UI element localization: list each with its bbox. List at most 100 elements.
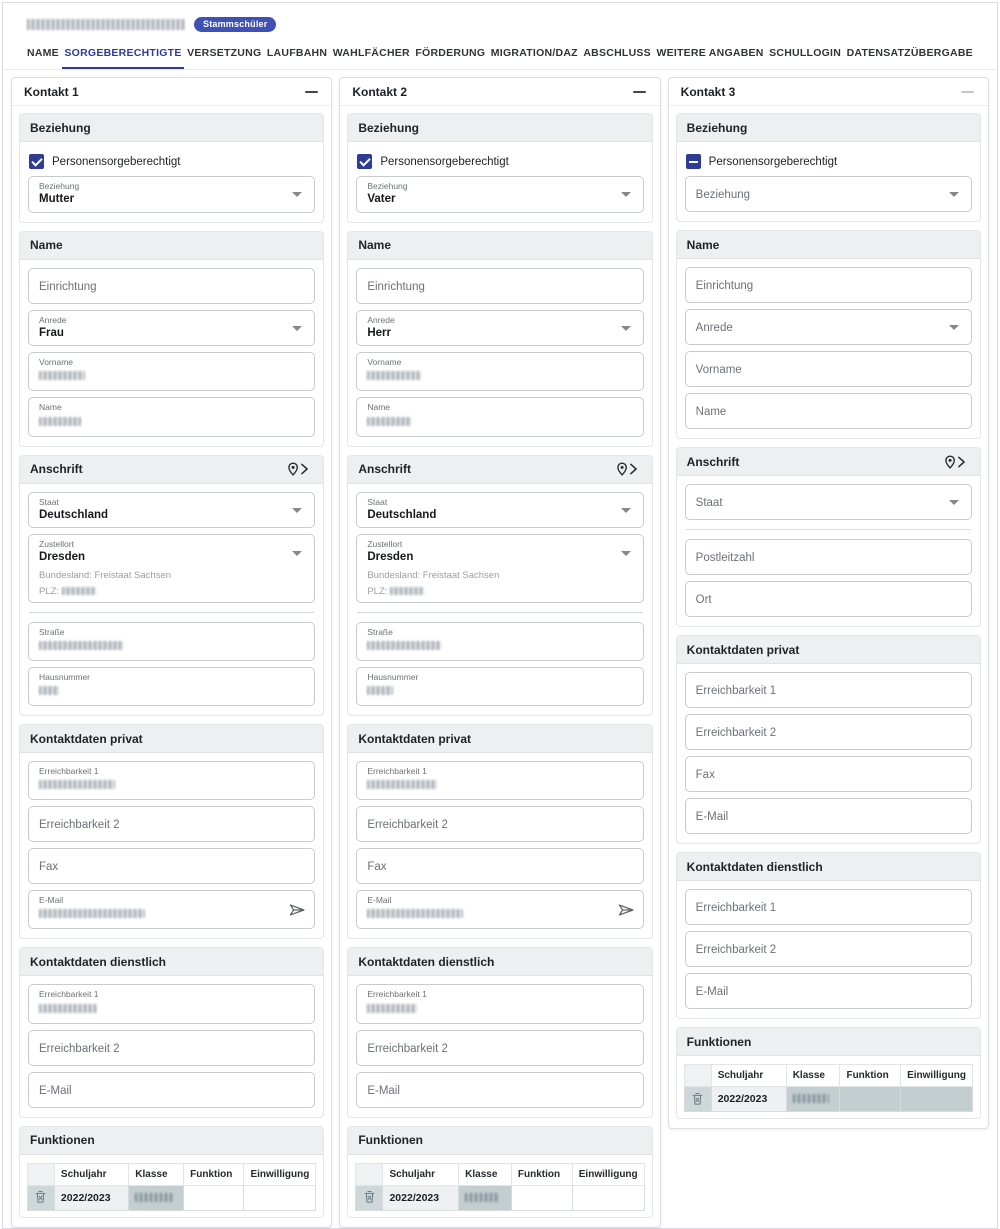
input-strasse[interactable]: Straße (28, 621, 316, 661)
select-zustellort[interactable]: Zustellort Dresden Bundesland: Freistaat S… (356, 534, 644, 603)
input-e-mail[interactable]: E-Mail (356, 1071, 644, 1108)
select-beziehung[interactable]: Beziehung Mutter (28, 176, 316, 213)
select-beziehung[interactable]: Beziehung Vater (356, 176, 644, 213)
collapse-minus-icon[interactable] (303, 85, 319, 99)
select-zustellort[interactable]: Zustellort Dresden Bundesland: Freistaat S… (28, 534, 316, 603)
input-fax[interactable]: Fax (356, 848, 644, 885)
select-anrede[interactable]: Anrede Herr (356, 309, 644, 347)
cell-empty[interactable] (510, 1184, 573, 1211)
input-vorname[interactable]: Vorname (356, 352, 644, 392)
tab-weitere-angaben[interactable]: WEITERE ANGABEN (656, 47, 764, 59)
input-einrichtung[interactable]: Einrichtung (684, 267, 972, 303)
input-erreichbarkeit-2[interactable]: Erreichbarkeit 2 (356, 1029, 644, 1066)
input-hausnummer[interactable]: Hausnummer (28, 666, 316, 706)
student-name-redacted (27, 18, 185, 30)
select-beziehung[interactable]: Beziehung (684, 176, 972, 212)
column-header-einwilligung: Einwilligung (900, 1064, 973, 1087)
redacted-value (367, 416, 412, 426)
input-ort[interactable]: Ort (684, 581, 972, 617)
tab-migration-daz[interactable]: MIGRATION/DAZ (490, 47, 578, 59)
delete-row-button[interactable] (359, 1188, 379, 1206)
dropdown-arrow-icon (292, 551, 303, 557)
personensorgeberechtigt-checkbox[interactable] (29, 154, 44, 169)
personensorgeberechtigt-checkbox[interactable] (357, 154, 373, 169)
input-erreichbarkeit-2[interactable]: Erreichbarkeit 2 (356, 806, 644, 843)
input-einrichtung[interactable]: Einrichtung (356, 267, 644, 304)
tab-schullogin[interactable]: SCHULLOGIN (769, 47, 842, 59)
map-link-button[interactable] (615, 462, 642, 476)
input-erreichbarkeit-1[interactable]: Erreichbarkeit 1 (356, 984, 644, 1024)
cell-empty[interactable] (243, 1184, 317, 1211)
input-erreichbarkeit-2[interactable]: Erreichbarkeit 2 (28, 806, 316, 843)
input-erreichbarkeit-1[interactable]: Erreichbarkeit 1 (356, 761, 644, 801)
section-title: Kontaktdaten dienstlich (358, 954, 495, 969)
select-anrede[interactable]: Anrede (684, 309, 972, 345)
collapse-minus-icon[interactable] (632, 85, 648, 99)
delete-row-button[interactable] (31, 1188, 51, 1206)
tab-foerderung[interactable]: FÖRDERUNG (415, 47, 486, 59)
input-einrichtung[interactable]: Einrichtung (28, 267, 316, 304)
delete-row-button[interactable] (688, 1089, 708, 1107)
select-staat[interactable]: Staat Deutschland (356, 491, 644, 529)
map-link-button[interactable] (943, 454, 970, 469)
input-fax[interactable]: Fax (684, 756, 972, 792)
input-e-mail[interactable]: E-Mail (28, 890, 316, 930)
input-postleitzahl[interactable]: Postleitzahl (684, 539, 972, 575)
input-name[interactable]: Name (684, 393, 972, 429)
tab-datensatzuebergabe[interactable]: DATENSATZÜBERGABE (846, 47, 973, 59)
checkbox-label: Personensorgeberechtigt (708, 155, 838, 168)
section-title: Anschrift (686, 454, 740, 469)
input-erreichbarkeit-2[interactable]: Erreichbarkeit 2 (28, 1029, 316, 1066)
section-body: Personensorgeberechtigt Beziehung Vater (348, 142, 651, 222)
input-name[interactable]: Name (28, 397, 316, 437)
section-anschrift: Anschrift Staat Deutschland Zustellort Dresd… (19, 454, 325, 716)
column-header-item (683, 1064, 712, 1087)
dropdown-arrow-icon (292, 325, 303, 331)
field-placeholder: Fax (695, 769, 715, 781)
input-e-mail[interactable]: E-Mail (684, 798, 972, 834)
tab-wahlfaecher[interactable]: WAHLFÄCHER (332, 47, 410, 59)
section-body: Erreichbarkeit 1 Erreichbarkeit 2 Fax E-Mai… (677, 664, 980, 843)
input-erreichbarkeit-2[interactable]: Erreichbarkeit 2 (684, 714, 972, 750)
input-e-mail[interactable]: E-Mail (684, 973, 972, 1009)
send-email-button[interactable] (618, 903, 635, 916)
input-e-mail[interactable]: E-Mail (28, 1071, 316, 1108)
input-hausnummer[interactable]: Hausnummer (356, 666, 644, 706)
select-staat[interactable]: Staat (684, 484, 972, 520)
select-staat[interactable]: Staat Deutschland (28, 491, 316, 529)
input-erreichbarkeit-1[interactable]: Erreichbarkeit 1 (28, 984, 316, 1024)
contact-card-header: Kontakt 2 (340, 78, 660, 106)
collapse-minus-icon[interactable] (960, 85, 976, 99)
field-placeholder: Erreichbarkeit 2 (367, 1042, 448, 1055)
input-vorname[interactable]: Vorname (28, 352, 316, 392)
input-vorname[interactable]: Vorname (684, 351, 972, 387)
input-strasse[interactable]: Straße (356, 621, 644, 661)
input-erreichbarkeit-1[interactable]: Erreichbarkeit 1 (28, 761, 316, 801)
tab-name[interactable]: NAME (27, 47, 59, 59)
table-row: 2022/2023 (683, 1086, 973, 1112)
redacted-value (39, 640, 123, 650)
select-anrede[interactable]: Anrede Frau (28, 309, 316, 347)
input-name[interactable]: Name (356, 397, 644, 437)
send-email-button[interactable] (289, 903, 306, 916)
cell-empty[interactable] (183, 1184, 245, 1211)
cell-empty[interactable] (571, 1184, 645, 1211)
section-funktionen: Funktionen Schuljahr Klasse Funktion Einwill… (347, 1125, 653, 1218)
map-link-button[interactable] (286, 462, 313, 476)
input-fax[interactable]: Fax (28, 848, 316, 885)
section-title: Kontaktdaten privat (358, 731, 472, 746)
field-placeholder: Erreichbarkeit 1 (695, 902, 777, 914)
section-body: Erreichbarkeit 1 Erreichbarkeit 2 E-Mail (677, 881, 980, 1018)
input-erreichbarkeit-2[interactable]: Erreichbarkeit 2 (684, 931, 972, 967)
funktionen-table: Schuljahr Klasse Funktion Einwilligung 2022/… (27, 1162, 317, 1211)
section-title: Name (30, 238, 63, 253)
personensorgeberechtigt-checkbox[interactable] (685, 154, 701, 169)
tab-abschluss[interactable]: ABSCHLUSS (583, 47, 651, 59)
tab-versetzung[interactable]: VERSETZUNG (187, 47, 262, 59)
tab-laufbahn[interactable]: LAUFBAHN (266, 47, 328, 59)
input-erreichbarkeit-1[interactable]: Erreichbarkeit 1 (684, 889, 972, 925)
input-e-mail[interactable]: E-Mail (356, 890, 644, 930)
tab-sorgeberechtigte[interactable]: SORGEBERECHTIGTE (62, 38, 184, 69)
input-erreichbarkeit-1[interactable]: Erreichbarkeit 1 (684, 672, 972, 708)
